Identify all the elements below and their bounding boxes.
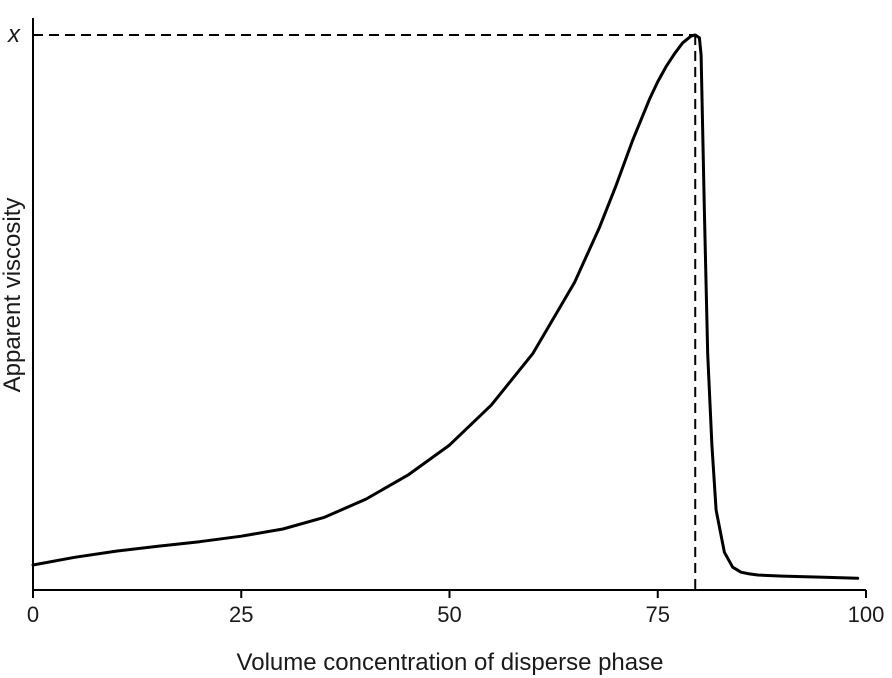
x-tick-label-25: 25 — [229, 602, 253, 627]
y-axis-title-group: Apparent viscosity — [0, 198, 26, 393]
x-tick-label-100: 100 — [848, 602, 885, 627]
x-axis-title: Volume concentration of disperse phase — [237, 649, 664, 676]
x-tick-label-75: 75 — [646, 602, 670, 627]
x-tick-label-0: 0 — [27, 602, 39, 627]
x-tick-label-50: 50 — [437, 602, 461, 627]
peak-marker-label: x — [7, 21, 21, 48]
x-tick-labels: 0 25 50 75 100 — [27, 602, 884, 627]
viscosity-curve — [31, 33, 860, 580]
y-axis-title: Apparent viscosity — [0, 198, 26, 393]
x-ticks — [32, 590, 867, 598]
